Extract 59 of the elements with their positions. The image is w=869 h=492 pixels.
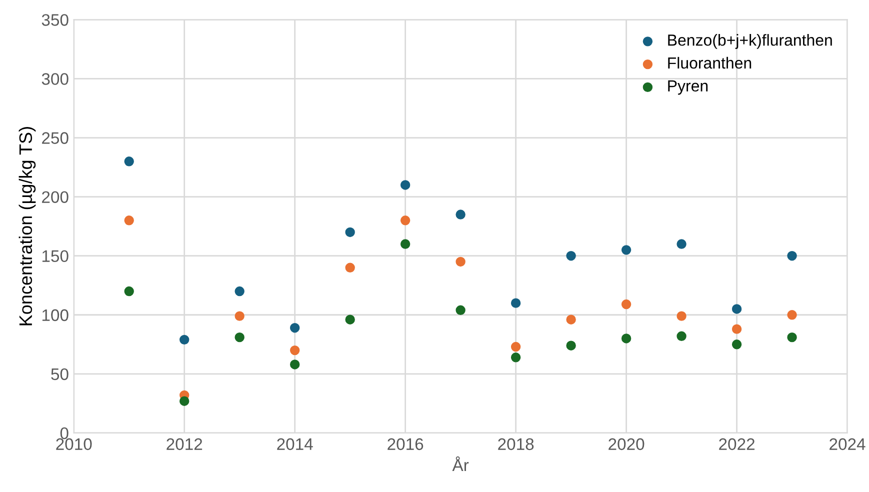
x-tick-label: 2014	[277, 438, 313, 450]
point	[290, 323, 300, 333]
point	[732, 324, 742, 334]
point	[566, 314, 576, 324]
point	[124, 156, 134, 166]
point	[179, 334, 190, 345]
point	[234, 311, 244, 321]
y-tick-label: 250	[42, 132, 68, 144]
y-tick-label: 0	[60, 427, 68, 440]
point	[566, 250, 576, 261]
y-tick-label: 300	[42, 73, 68, 85]
point	[345, 262, 355, 273]
point	[124, 216, 134, 226]
point	[456, 305, 466, 316]
legend-label: Fluoranthen	[668, 56, 752, 69]
point	[290, 345, 300, 356]
point	[566, 340, 576, 350]
point	[510, 342, 521, 352]
point	[400, 180, 410, 190]
point	[400, 239, 410, 249]
point	[345, 227, 355, 238]
point	[124, 286, 134, 296]
point	[510, 298, 521, 308]
point	[400, 216, 410, 226]
y-tick-label: 150	[42, 250, 68, 262]
x-tick-label: 2018	[498, 438, 534, 450]
y-tick-label: 50	[51, 368, 68, 380]
x-tick-label: 2020	[608, 438, 644, 450]
y-tick-label: 100	[42, 309, 68, 322]
point	[345, 314, 355, 324]
point	[676, 311, 686, 321]
legend-label: Pyren	[668, 80, 708, 95]
point	[290, 360, 300, 370]
x-tick-label: 2024	[830, 438, 866, 450]
point	[456, 256, 466, 267]
point	[621, 334, 632, 344]
point	[179, 396, 190, 406]
x-tick-label: 2010	[56, 438, 92, 450]
point	[234, 286, 244, 296]
point	[732, 340, 742, 350]
point	[621, 245, 632, 255]
y-tick-label: 200	[42, 191, 68, 204]
point	[510, 352, 521, 362]
point	[621, 299, 632, 310]
x-axis-title: År	[452, 456, 469, 471]
point	[676, 331, 686, 341]
y-axis-title: Koncentration (µg/kg TS)	[18, 127, 36, 326]
point	[787, 332, 797, 342]
x-tick-label: 2022	[719, 438, 754, 450]
point	[787, 310, 797, 320]
point	[456, 210, 466, 220]
point	[676, 239, 686, 249]
x-tick-label: 2012	[166, 438, 202, 450]
legend-label: Benzo(b+j+k)fluranthen	[668, 34, 832, 49]
point	[787, 250, 797, 261]
y-tick-label: 350	[42, 14, 68, 26]
x-tick-label: 2016	[388, 438, 424, 450]
point	[732, 304, 742, 314]
point	[234, 332, 244, 342]
